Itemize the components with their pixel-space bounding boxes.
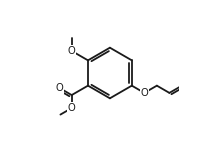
Text: O: O [140, 88, 148, 98]
Text: O: O [68, 103, 76, 113]
Text: O: O [68, 46, 76, 56]
Text: O: O [55, 83, 63, 93]
